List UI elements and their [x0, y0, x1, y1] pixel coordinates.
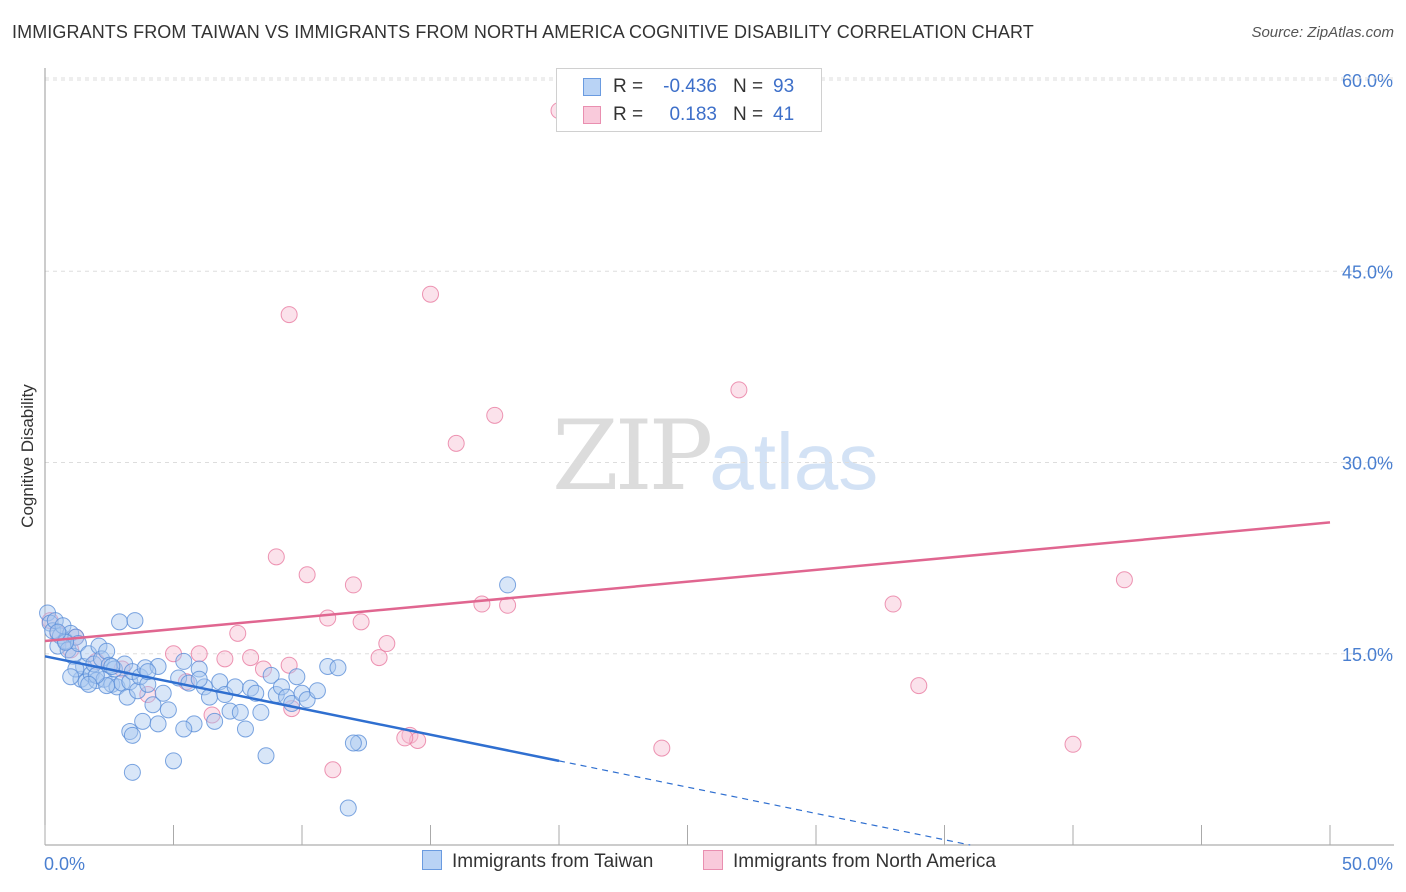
n-value-taiwan: 93: [773, 76, 795, 97]
taiwan-point: [190, 660, 208, 678]
taiwan-point: [123, 763, 141, 781]
taiwan-point: [69, 635, 87, 653]
taiwan-point: [98, 677, 116, 695]
taiwan-point: [144, 696, 162, 714]
taiwan-point: [272, 678, 290, 696]
taiwan-point: [154, 684, 172, 702]
taiwan-point: [231, 703, 249, 721]
taiwan-point: [185, 715, 203, 733]
north-america-point: [473, 595, 491, 613]
n-label: N =: [733, 76, 764, 97]
north-america-point: [653, 739, 671, 757]
north-america-point: [319, 609, 337, 627]
north-america-legend-swatch: [703, 850, 723, 870]
north-america-point: [344, 576, 362, 594]
taiwan-point: [226, 678, 244, 696]
taiwan-point: [111, 613, 129, 631]
n-label: N =: [733, 104, 764, 125]
north-america-swatch: [583, 106, 601, 124]
taiwan-point: [149, 715, 167, 733]
north-america-point: [280, 306, 298, 324]
chart-title: IMMIGRANTS FROM TAIWAN VS IMMIGRANTS FRO…: [12, 22, 1034, 42]
legend-item-north-america: Immigrants from North America: [703, 850, 996, 873]
taiwan-point: [308, 682, 326, 700]
watermark-zip: ZIP: [552, 400, 713, 512]
north-america-point: [298, 566, 316, 584]
taiwan-point: [499, 576, 517, 594]
taiwan-trend-line: [44, 655, 560, 763]
taiwan-point: [242, 679, 260, 697]
taiwan-point: [62, 668, 80, 686]
taiwan-point: [190, 670, 208, 688]
north-america-point: [242, 649, 260, 667]
north-america-trend-line: [44, 521, 1331, 643]
north-america-point: [229, 624, 247, 642]
x-tick-label: 0.0%: [44, 854, 85, 874]
n-value-north-america: 41: [773, 104, 795, 125]
taiwan-point: [252, 703, 270, 721]
taiwan-point: [149, 658, 167, 675]
north-america-point: [216, 650, 234, 668]
taiwan-point: [175, 720, 193, 738]
zipatlas-watermark: ZIPatlas: [552, 400, 878, 512]
taiwan-point: [98, 642, 116, 660]
watermark-atlas: atlas: [709, 417, 879, 506]
taiwan-point: [134, 712, 152, 730]
y-tick-label: 45.0%: [1342, 262, 1393, 282]
taiwan-legend-swatch: [422, 850, 442, 870]
north-america-point: [370, 649, 388, 667]
taiwan-point: [288, 668, 306, 686]
source-credit: Source: ZipAtlas.com: [1251, 24, 1394, 41]
taiwan-point: [80, 675, 98, 693]
r-value-north-america: 0.183: [669, 104, 717, 125]
north-america-point: [447, 434, 465, 452]
taiwan-point: [344, 734, 362, 752]
legend-label-taiwan: Immigrants from Taiwan: [452, 851, 654, 872]
north-america-point: [422, 285, 439, 303]
legend-label-north-america: Immigrants from North America: [733, 851, 996, 872]
north-america-point: [730, 381, 748, 399]
taiwan-point: [206, 712, 224, 730]
taiwan-point: [211, 673, 229, 691]
taiwan-point: [165, 752, 182, 770]
r-label: R =: [613, 76, 644, 97]
taiwan-point: [175, 652, 193, 670]
north-america-point: [910, 677, 928, 695]
taiwan-point: [49, 623, 67, 641]
correlation-legend: R = -0.436 N = 93 R = 0.183 N = 41: [556, 68, 822, 132]
taiwan-point: [339, 799, 357, 817]
north-america-point: [884, 595, 902, 613]
taiwan-point: [329, 659, 347, 677]
north-america-point: [486, 406, 504, 424]
y-tick-label: 60.0%: [1342, 71, 1393, 91]
taiwan-point: [126, 612, 144, 630]
north-america-point: [352, 613, 370, 631]
north-america-point: [396, 729, 414, 747]
r-value-taiwan: -0.436: [663, 76, 717, 97]
taiwan-trend-extension: [558, 760, 971, 846]
north-america-point: [324, 761, 342, 779]
r-label: R =: [613, 104, 644, 125]
north-america-point: [190, 645, 208, 663]
north-america-point: [378, 635, 396, 653]
x-tick-label: 50.0%: [1342, 854, 1393, 874]
legend-row-north-america: R = 0.183 N = 41: [557, 101, 821, 129]
taiwan-point: [257, 747, 275, 765]
taiwan-point: [123, 726, 141, 744]
north-america-point: [267, 548, 285, 566]
taiwan-point: [129, 682, 147, 700]
taiwan-point: [236, 720, 254, 738]
legend-row-taiwan: R = -0.436 N = 93: [557, 73, 821, 101]
taiwan-point: [350, 734, 368, 752]
y-tick-label: 15.0%: [1342, 645, 1393, 665]
legend-item-taiwan: Immigrants from Taiwan: [422, 850, 653, 873]
y-tick-label: 30.0%: [1342, 454, 1393, 474]
north-america-point: [1115, 571, 1133, 589]
taiwan-point: [159, 701, 177, 719]
north-america-point: [1064, 735, 1082, 753]
taiwan-point: [262, 666, 280, 684]
taiwan-swatch: [583, 78, 601, 96]
